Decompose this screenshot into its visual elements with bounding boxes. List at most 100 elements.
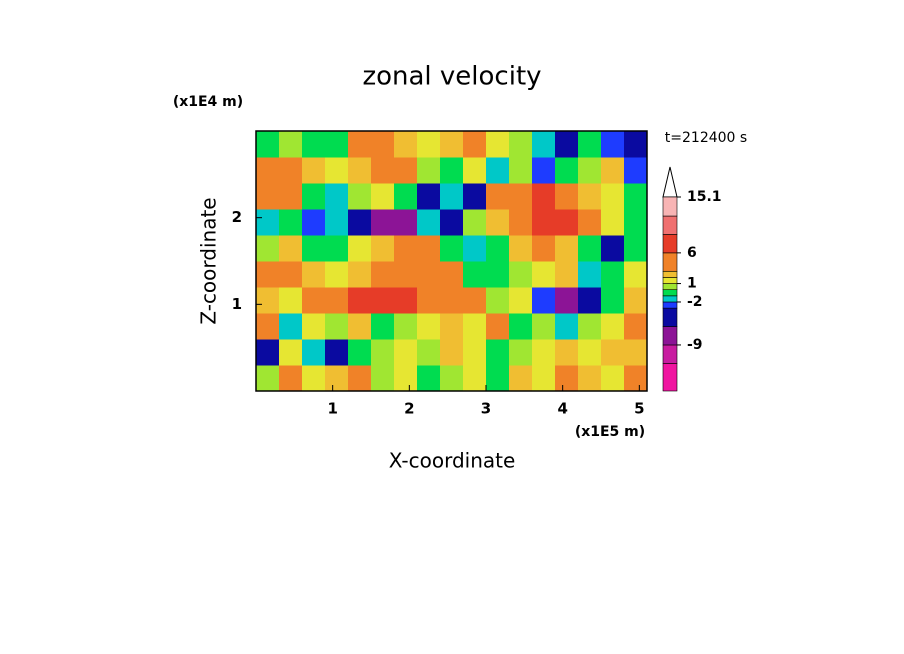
field-cell	[417, 313, 441, 340]
field-cell	[302, 157, 326, 184]
field-cell	[601, 209, 625, 236]
field-cell	[302, 183, 326, 210]
field-cell	[302, 287, 326, 314]
field-cell	[348, 339, 372, 366]
field-cell	[371, 261, 395, 288]
field-cell	[325, 131, 349, 158]
field-cell	[463, 313, 487, 340]
field-cell	[256, 209, 280, 236]
field-cell	[532, 235, 556, 262]
field-cell	[256, 365, 280, 392]
field-cell	[394, 261, 418, 288]
field-cell	[624, 261, 648, 288]
field-cell	[486, 157, 510, 184]
field-cell	[486, 183, 510, 210]
field-cell	[624, 183, 648, 210]
field-cell	[325, 365, 349, 392]
field-cell	[440, 209, 464, 236]
field-cell	[555, 339, 579, 366]
field-cell	[279, 339, 303, 366]
y-axis-label: Z-coordinate	[197, 197, 221, 324]
field-cell	[578, 209, 602, 236]
field-cell	[302, 339, 326, 366]
field-cell	[417, 209, 441, 236]
field-cell	[486, 287, 510, 314]
field-cell	[417, 157, 441, 184]
field-cell	[486, 339, 510, 366]
chart-title: zonal velocity	[362, 62, 541, 92]
field-cell	[624, 209, 648, 236]
contour-field	[256, 131, 648, 392]
colorbar-box	[662, 252, 678, 272]
field-cell	[509, 131, 533, 158]
colorbar-box	[662, 301, 678, 309]
colorbar-box	[662, 344, 678, 364]
field-cell	[348, 261, 372, 288]
x-tick-label: 3	[481, 400, 491, 418]
field-cell	[440, 313, 464, 340]
colorbar-box	[662, 215, 678, 235]
field-cell	[417, 261, 441, 288]
field-cell	[601, 287, 625, 314]
field-cell	[486, 209, 510, 236]
field-cell	[348, 287, 372, 314]
field-cell	[394, 313, 418, 340]
field-cell	[532, 131, 556, 158]
field-cell	[486, 261, 510, 288]
field-cell	[440, 365, 464, 392]
field-cell	[463, 209, 487, 236]
field-cell	[348, 209, 372, 236]
field-cell	[325, 183, 349, 210]
field-cell	[509, 235, 533, 262]
field-cell	[256, 131, 280, 158]
field-cell	[325, 209, 349, 236]
field-cell	[532, 365, 556, 392]
field-cell	[371, 313, 395, 340]
colorbar-box	[662, 196, 678, 217]
field-cell	[371, 209, 395, 236]
field-cell	[256, 183, 280, 210]
field-cell	[532, 183, 556, 210]
field-cell	[578, 313, 602, 340]
field-cell	[325, 313, 349, 340]
field-cell	[302, 313, 326, 340]
field-cell	[601, 261, 625, 288]
field-cell	[555, 365, 579, 392]
field-cell	[325, 157, 349, 184]
field-cell	[578, 261, 602, 288]
field-cell	[555, 131, 579, 158]
field-cell	[371, 131, 395, 158]
x-tick-label: 1	[327, 400, 337, 418]
field-cell	[601, 131, 625, 158]
field-cell	[624, 131, 648, 158]
field-cell	[578, 183, 602, 210]
field-cell	[417, 365, 441, 392]
field-cell	[532, 261, 556, 288]
field-cell	[509, 313, 533, 340]
field-cell	[394, 183, 418, 210]
field-cell	[532, 157, 556, 184]
y-tick-label: 2	[232, 208, 242, 226]
field-cell	[555, 235, 579, 262]
colorbar-tick-label: 1	[687, 276, 697, 292]
field-cell	[509, 365, 533, 392]
field-cell	[555, 209, 579, 236]
field-cell	[302, 235, 326, 262]
field-cell	[555, 183, 579, 210]
y-unit: (x1E4 m)	[173, 94, 243, 110]
field-cell	[302, 365, 326, 392]
field-cell	[440, 235, 464, 262]
field-cell	[440, 287, 464, 314]
field-cell	[279, 261, 303, 288]
field-cell	[256, 339, 280, 366]
field-cell	[371, 157, 395, 184]
field-cell	[371, 183, 395, 210]
field-cell	[348, 235, 372, 262]
field-cell	[394, 209, 418, 236]
field-cell	[417, 287, 441, 314]
field-cell	[440, 157, 464, 184]
y-tick-label: 1	[232, 295, 242, 313]
field-cell	[302, 209, 326, 236]
field-cell	[417, 339, 441, 366]
